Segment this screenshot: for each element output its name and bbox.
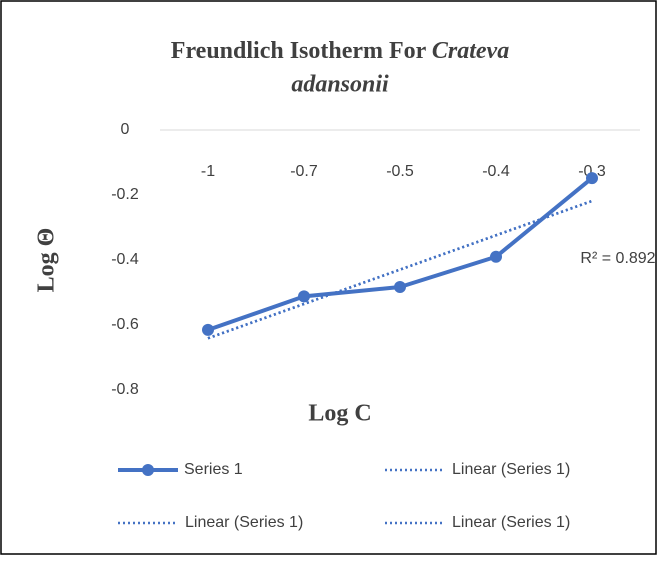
x-tick-label: -0.7 <box>290 163 318 180</box>
chart-title: adansonii <box>291 72 389 98</box>
r-squared-label: R² = 0.892 <box>580 250 655 267</box>
chart-title: Freundlich Isotherm For Crateva <box>171 38 509 64</box>
series-marker <box>490 250 502 263</box>
legend-label: Linear (Series 1) <box>185 514 303 531</box>
y-tick-label: -0.8 <box>111 381 139 398</box>
x-axis-title: Log C <box>308 401 371 427</box>
series-marker <box>202 323 214 336</box>
series-marker <box>394 280 406 293</box>
title-plain: Freundlich Isotherm For <box>171 38 427 64</box>
series-marker <box>586 172 598 185</box>
y-tick-label: -0.6 <box>111 316 139 333</box>
y-tick-label: -0.4 <box>111 251 139 268</box>
x-tick-label: -0.3 <box>578 163 606 180</box>
x-tick-label: -0.4 <box>482 163 510 180</box>
y-tick-label: -0.2 <box>111 186 139 203</box>
y-axis-title: Log Θ <box>34 228 60 293</box>
series-marker <box>298 290 310 303</box>
legend-label: Linear (Series 1) <box>452 514 570 531</box>
legend-label: Series 1 <box>184 461 243 478</box>
legend-label: Linear (Series 1) <box>452 461 570 478</box>
y-tick-label: 0 <box>121 121 130 138</box>
legend-marker <box>142 464 154 476</box>
x-tick-label: -1 <box>201 163 215 180</box>
x-tick-label: -0.5 <box>386 163 414 180</box>
title-italic: Crateva <box>432 38 509 64</box>
